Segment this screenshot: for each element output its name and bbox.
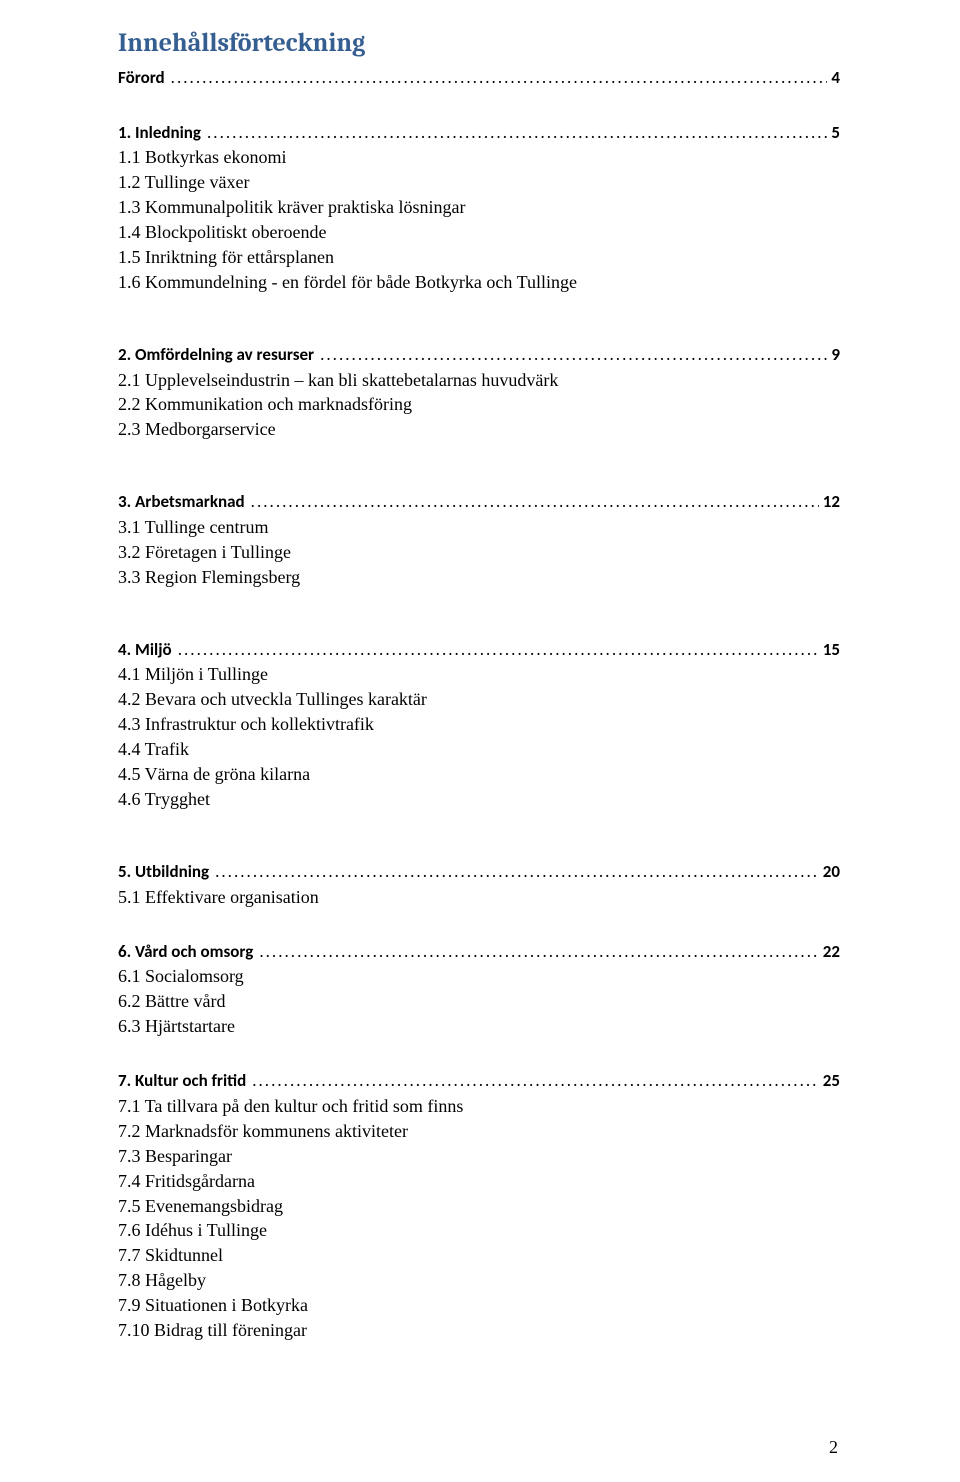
toc-sub-item: 4.3 Infrastruktur och kollektivtrafik (118, 713, 840, 737)
toc-sub-item: 1.6 Kommundelning - en fördel för både B… (118, 271, 840, 295)
toc-page-ref: 15 (819, 638, 840, 663)
toc-sub-item: 7.3 Besparingar (118, 1145, 840, 1169)
section-gap (118, 910, 840, 938)
toc-heading-line: 3. Arbetsmarknad 12 (118, 490, 840, 515)
toc-heading-line: 6. Vård och omsorg 22 (118, 940, 840, 965)
document-page: Innehållsförteckning Förord 4 1. Inlednin… (0, 0, 960, 1482)
toc-leader-dots (207, 122, 840, 143)
toc-heading-line: 7. Kultur och fritid 25 (118, 1069, 840, 1094)
toc-sub-item: 5.1 Effektivare organisation (118, 886, 840, 910)
toc-sub-item: 6.2 Bättre vård (118, 990, 840, 1014)
toc-page-ref: 5 (827, 121, 840, 146)
section-gap (118, 1039, 840, 1067)
toc-sub-item: 6.3 Hjärtstartare (118, 1015, 840, 1039)
page-number: 2 (829, 1437, 838, 1458)
toc-sub-item: 7.7 Skidtunnel (118, 1244, 840, 1268)
toc-sub-item: 1.2 Tullinge växer (118, 171, 840, 195)
toc-heading-label: 5. Utbildning (118, 861, 215, 882)
toc-sub-item: 1.3 Kommunalpolitik kräver praktiska lös… (118, 196, 840, 220)
toc-leader-dots (259, 941, 840, 962)
toc-sub-item: 3.3 Region Flemingsberg (118, 566, 840, 590)
toc-heading-label: 2. Omfördelning av resurser (118, 344, 320, 365)
toc-sub-item: 7.9 Situationen i Botkyrka (118, 1294, 840, 1318)
toc-sub-item: 7.6 Idéhus i Tullinge (118, 1219, 840, 1243)
toc-heading-label: 7. Kultur och fritid (118, 1070, 252, 1091)
toc-leader-dots (320, 344, 840, 365)
section-gap (118, 1343, 840, 1355)
toc-heading-line: 4. Miljö 15 (118, 638, 840, 663)
toc-heading-label: 4. Miljö (118, 639, 178, 660)
toc-sub-item: 7.5 Evenemangsbidrag (118, 1195, 840, 1219)
toc-sub-item: 7.1 Ta tillvara på den kultur och fritid… (118, 1095, 840, 1119)
toc-sub-item: 4.1 Miljön i Tullinge (118, 663, 840, 687)
toc-page-ref: 25 (819, 1069, 840, 1094)
toc-sub-item: 2.2 Kommunikation och marknadsföring (118, 393, 840, 417)
toc-heading-line: 5. Utbildning 20 (118, 860, 840, 885)
section-gap (118, 812, 840, 858)
toc-sub-item: 3.1 Tullinge centrum (118, 516, 840, 540)
toc-page-ref: 4 (827, 66, 840, 91)
toc-heading-line: Förord 4 (118, 66, 840, 91)
toc-body: Förord 4 1. Inledning 51.1 Botkyrkas ekon… (118, 66, 840, 1355)
toc-sub-item: 6.1 Socialomsorg (118, 965, 840, 989)
toc-sub-item: 7.4 Fritidsgårdarna (118, 1170, 840, 1194)
toc-sub-item: 4.6 Trygghet (118, 788, 840, 812)
toc-sub-item: 7.8 Hågelby (118, 1269, 840, 1293)
toc-heading-label: Förord (118, 67, 171, 88)
toc-page-ref: 22 (819, 940, 840, 965)
section-gap (118, 295, 840, 341)
toc-sub-item: 7.2 Marknadsför kommunens aktiviteter (118, 1120, 840, 1144)
toc-leader-dots (251, 491, 840, 512)
toc-sub-item: 4.2 Bevara och utveckla Tullinges karakt… (118, 688, 840, 712)
toc-sub-item: 2.1 Upplevelseindustrin – kan bli skatte… (118, 369, 840, 393)
toc-leader-dots (215, 861, 840, 882)
section-gap (118, 442, 840, 488)
toc-sub-item: 1.1 Botkyrkas ekonomi (118, 146, 840, 170)
toc-sub-item: 3.2 Företagen i Tullinge (118, 541, 840, 565)
section-gap (118, 91, 840, 119)
toc-sub-item: 4.4 Trafik (118, 738, 840, 762)
section-gap (118, 590, 840, 636)
toc-sub-item: 2.3 Medborgarservice (118, 418, 840, 442)
toc-sub-item: 7.10 Bidrag till föreningar (118, 1319, 840, 1343)
page-title: Innehållsförteckning (118, 28, 840, 58)
toc-sub-item: 1.5 Inriktning för ettårsplanen (118, 246, 840, 270)
toc-heading-label: 3. Arbetsmarknad (118, 491, 251, 512)
toc-sub-item: 1.4 Blockpolitiskt oberoende (118, 221, 840, 245)
toc-page-ref: 20 (819, 860, 840, 885)
toc-sub-item: 4.5 Värna de gröna kilarna (118, 763, 840, 787)
toc-leader-dots (178, 639, 840, 660)
toc-heading-line: 1. Inledning 5 (118, 121, 840, 146)
toc-heading-label: 1. Inledning (118, 122, 207, 143)
toc-leader-dots (171, 67, 840, 88)
toc-leader-dots (252, 1070, 840, 1091)
toc-heading-label: 6. Vård och omsorg (118, 941, 259, 962)
toc-page-ref: 9 (827, 343, 840, 368)
toc-page-ref: 12 (819, 490, 840, 515)
toc-heading-line: 2. Omfördelning av resurser 9 (118, 343, 840, 368)
